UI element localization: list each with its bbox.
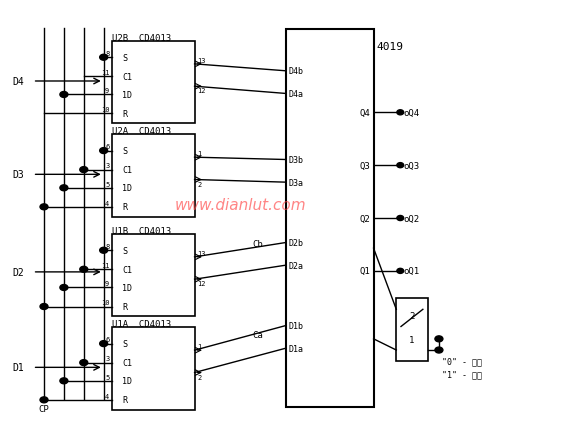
Text: 8: 8 [105, 51, 110, 57]
Text: D2a: D2a [288, 261, 303, 270]
Circle shape [60, 92, 68, 98]
Text: 9: 9 [105, 281, 110, 287]
Text: D3: D3 [13, 170, 25, 180]
Text: R: R [122, 395, 127, 404]
Text: 6: 6 [105, 144, 110, 150]
Text: D2: D2 [13, 267, 25, 277]
Circle shape [80, 267, 88, 273]
Text: oQ3: oQ3 [404, 161, 420, 170]
Text: 10: 10 [101, 107, 110, 113]
Text: "0" - 原码: "0" - 原码 [442, 356, 482, 365]
Bar [396, 298, 428, 362]
Text: U1B  CD4013: U1B CD4013 [112, 226, 171, 235]
Text: 9: 9 [105, 88, 110, 94]
Text: D4b: D4b [288, 67, 303, 76]
Circle shape [80, 167, 88, 173]
Text: 2: 2 [409, 311, 415, 320]
Text: CP: CP [38, 404, 49, 413]
Text: 12: 12 [198, 88, 206, 94]
Text: 5: 5 [105, 374, 110, 380]
Circle shape [60, 185, 68, 191]
Circle shape [397, 110, 404, 115]
Text: oQ2: oQ2 [404, 214, 420, 223]
Text: 3: 3 [105, 163, 110, 169]
Text: S: S [122, 54, 127, 63]
Text: D3b: D3b [288, 155, 303, 164]
Circle shape [435, 336, 443, 342]
Text: 1: 1 [409, 335, 415, 344]
Text: C1: C1 [122, 358, 132, 367]
Text: 3: 3 [105, 356, 110, 362]
Text: oQ4: oQ4 [404, 109, 420, 118]
Text: U1A  CD4013: U1A CD4013 [112, 320, 171, 328]
Bar [112, 135, 195, 217]
Text: oQ1: oQ1 [404, 267, 420, 276]
Text: R: R [122, 203, 127, 212]
Text: Q1: Q1 [360, 267, 371, 276]
Text: C1: C1 [122, 166, 132, 175]
Circle shape [40, 397, 48, 403]
Text: S: S [122, 246, 127, 255]
Text: 13: 13 [198, 250, 206, 256]
Text: www.dianlut.com: www.dianlut.com [174, 197, 306, 212]
Text: "1" - 反码: "1" - 反码 [442, 369, 482, 378]
Text: 4: 4 [105, 393, 110, 399]
Text: R: R [122, 110, 127, 119]
Bar [112, 234, 195, 317]
Circle shape [100, 55, 108, 61]
Text: C1: C1 [122, 265, 132, 274]
Text: U2A  CD4013: U2A CD4013 [112, 127, 171, 136]
Text: 8: 8 [105, 243, 110, 250]
Text: 4019: 4019 [376, 42, 404, 52]
Text: R: R [122, 302, 127, 311]
Text: D1b: D1b [288, 321, 303, 330]
Text: 1D: 1D [122, 283, 132, 292]
Text: 11: 11 [101, 262, 110, 268]
Text: U2B  CD4013: U2B CD4013 [112, 34, 171, 43]
Text: D1: D1 [13, 363, 25, 372]
Text: 1: 1 [198, 150, 202, 157]
Text: 1D: 1D [122, 184, 132, 193]
Text: 1: 1 [198, 343, 202, 349]
Text: 12: 12 [198, 281, 206, 287]
Text: D3a: D3a [288, 178, 303, 187]
Circle shape [100, 341, 108, 347]
Circle shape [397, 163, 404, 168]
Text: 4: 4 [105, 200, 110, 206]
Circle shape [40, 204, 48, 210]
Circle shape [397, 216, 404, 221]
Circle shape [100, 248, 108, 253]
Circle shape [60, 285, 68, 291]
Text: Ca: Ca [252, 330, 263, 339]
Text: 2: 2 [198, 374, 202, 380]
Circle shape [435, 347, 443, 353]
Text: 11: 11 [101, 70, 110, 76]
Text: D2b: D2b [288, 239, 303, 248]
Circle shape [60, 378, 68, 384]
Text: 6: 6 [105, 337, 110, 343]
Text: S: S [122, 339, 127, 348]
Circle shape [100, 148, 108, 154]
Text: 5: 5 [105, 181, 110, 187]
Text: 1D: 1D [122, 377, 132, 386]
Text: Q4: Q4 [360, 109, 371, 118]
Text: C1: C1 [122, 72, 132, 81]
Circle shape [40, 304, 48, 310]
Bar [286, 30, 373, 407]
Bar [112, 327, 195, 410]
Circle shape [80, 360, 88, 366]
Text: Cb: Cb [252, 240, 263, 249]
Circle shape [397, 269, 404, 274]
Text: D1a: D1a [288, 344, 303, 353]
Text: D4a: D4a [288, 90, 303, 99]
Text: 2: 2 [198, 181, 202, 187]
Bar [112, 42, 195, 124]
Text: 1D: 1D [122, 91, 132, 100]
Text: Q2: Q2 [360, 214, 371, 223]
Text: Q3: Q3 [360, 161, 371, 170]
Text: 10: 10 [101, 299, 110, 305]
Text: D4: D4 [13, 77, 25, 87]
Text: S: S [122, 147, 127, 155]
Text: 13: 13 [198, 58, 206, 63]
